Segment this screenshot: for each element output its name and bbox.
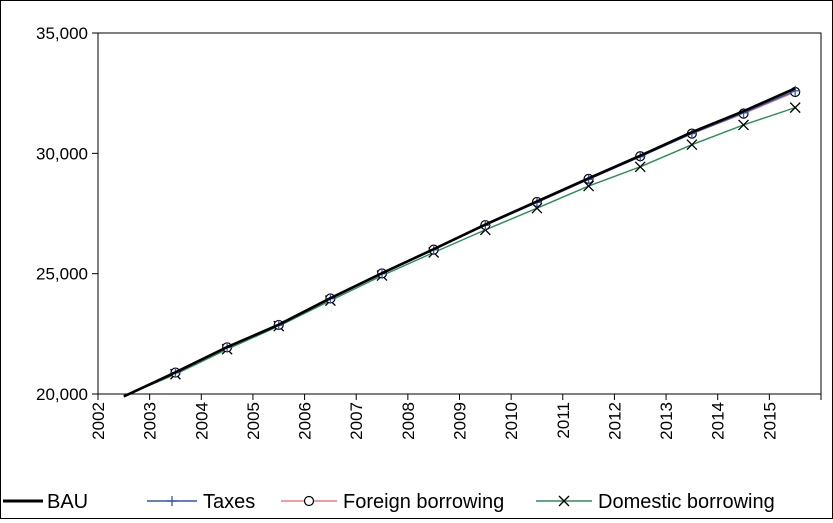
x-tick-label: 2010 (502, 402, 521, 440)
legend-label: BAU (47, 491, 88, 513)
legend-item: BAU (3, 491, 88, 513)
data-point-marker (738, 119, 749, 131)
legend-item: Domestic borrowing (536, 491, 775, 513)
x-tick-label: 2011 (554, 402, 573, 439)
x-tick-label: 2012 (605, 402, 624, 440)
data-point-marker (686, 139, 698, 151)
legend-label: Domestic borrowing (598, 491, 775, 513)
series-bau (123, 87, 796, 398)
y-axis: 20,000 25,000 30,000 35,000 (36, 24, 98, 404)
x-tick-label: 2004 (192, 402, 211, 440)
data-point-marker (634, 161, 646, 173)
legend-swatch-marker (558, 495, 570, 507)
legend-item: Taxes (147, 491, 255, 513)
series-layer (123, 85, 801, 398)
legend-swatch-marker (303, 495, 315, 507)
y-tick-label: 30,000 (36, 144, 88, 163)
x-tick-label: 2005 (244, 402, 263, 440)
data-point-marker (789, 102, 801, 114)
legend-swatch-marker (167, 496, 177, 506)
series-line (123, 87, 796, 398)
y-tick-label: 20,000 (36, 385, 88, 404)
data-point-marker (583, 180, 595, 192)
x-tick-label: 2014 (709, 402, 728, 440)
legend-label: Taxes (203, 491, 255, 513)
legend-label: Foreign borrowing (343, 491, 504, 513)
plot-area (97, 32, 822, 395)
x-axis: 2002 2003 2004 2005 2006 2007 2008 2009 2010 2011… (89, 394, 822, 440)
x-tick-label: 2002 (89, 402, 108, 440)
series-line (123, 106, 796, 398)
x-tick-label: 2015 (760, 402, 779, 440)
y-tick-label: 25,000 (36, 265, 88, 284)
x-tick-label: 2008 (399, 402, 418, 440)
x-tick-label: 2003 (141, 402, 160, 440)
legend: BAU Taxes Foreign borrowing Domestic borrow… (3, 491, 775, 513)
x-tick-label: 2006 (296, 402, 315, 440)
x-tick-label: 2009 (451, 402, 470, 440)
x-tick-label: 2013 (657, 402, 676, 440)
y-tick-label: 35,000 (36, 24, 88, 43)
x-tick-label: 2007 (347, 402, 366, 440)
legend-item: Foreign borrowing (281, 491, 504, 513)
